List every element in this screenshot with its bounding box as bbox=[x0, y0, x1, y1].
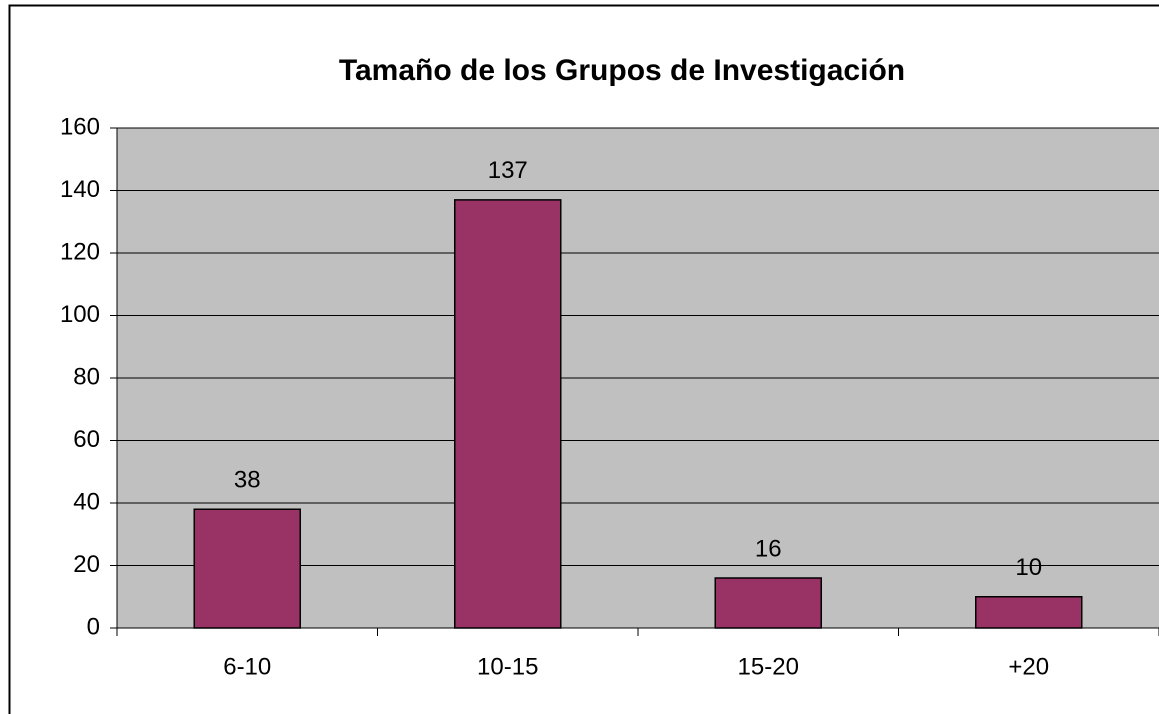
y-tick-label: 160 bbox=[60, 113, 100, 140]
data-label: 16 bbox=[755, 535, 782, 562]
y-tick-label: 0 bbox=[87, 613, 100, 640]
chart-frame bbox=[8, 4, 1159, 714]
x-tick-label: 10-15 bbox=[477, 653, 538, 680]
data-label: 38 bbox=[234, 467, 261, 494]
chart-title: Tamaño de los Grupos de Investigación bbox=[339, 54, 905, 87]
y-tick-label: 100 bbox=[60, 301, 100, 328]
x-tick-label: +20 bbox=[1008, 653, 1049, 680]
data-label: 137 bbox=[488, 157, 528, 184]
y-tick-label: 20 bbox=[73, 551, 100, 578]
bar bbox=[454, 199, 562, 629]
bar bbox=[714, 577, 822, 629]
x-tick-label: 15-20 bbox=[738, 653, 799, 680]
y-tick-label: 140 bbox=[60, 176, 100, 203]
x-tick-label: 6-10 bbox=[223, 653, 271, 680]
bar bbox=[193, 508, 301, 629]
y-tick-label: 120 bbox=[60, 238, 100, 265]
y-tick-label: 40 bbox=[73, 488, 100, 515]
bar bbox=[975, 596, 1083, 629]
y-tick-label: 80 bbox=[73, 363, 100, 390]
y-tick-label: 60 bbox=[73, 426, 100, 453]
data-label: 10 bbox=[1015, 554, 1042, 581]
